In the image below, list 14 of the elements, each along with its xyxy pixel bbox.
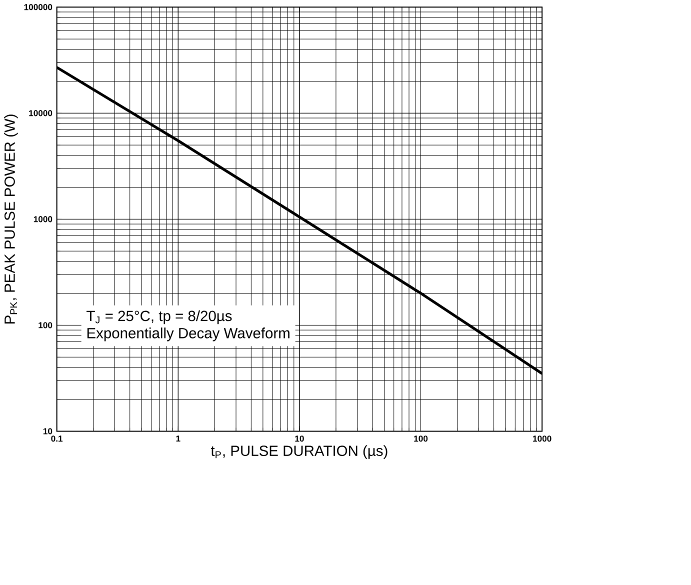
x-tick-label: 1: [176, 436, 180, 442]
y-axis-title: P$_{PK}$, PEAK PULSE POWER (W): [4, 114, 18, 324]
x-axis-title: t$_{P}$, PULSE DURATION (µs): [210, 445, 388, 459]
y-tick-label: 100: [38, 322, 52, 328]
x-tick-label: 10: [295, 436, 304, 442]
annotation: Exponentially Decay Waveform: [87, 327, 290, 342]
x-tick-label: 0.1: [51, 436, 63, 442]
annotation: T$_{J}$ = 25°C, tp = 8/20µs: [86, 310, 232, 324]
x-tick-label: 100: [414, 436, 428, 442]
y-tick-label: 100000: [24, 4, 52, 10]
x-tick-label: 1000: [533, 436, 552, 442]
y-tick-label: 1000: [34, 216, 52, 222]
y-tick-label: 10000: [29, 110, 52, 116]
y-tick-label: 10: [43, 428, 52, 434]
